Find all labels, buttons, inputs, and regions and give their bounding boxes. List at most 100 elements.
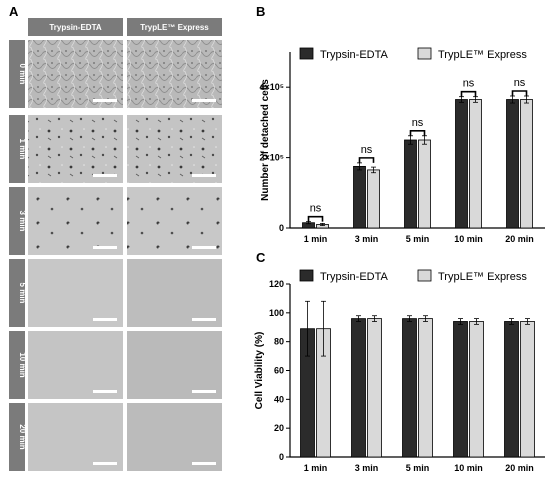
scale-bar bbox=[192, 390, 216, 393]
x-tick-label: 5 min bbox=[406, 463, 430, 473]
row-label-bg bbox=[9, 259, 25, 327]
scale-bar bbox=[192, 462, 216, 465]
legend-swatch bbox=[417, 269, 432, 282]
bar-trypsin bbox=[455, 99, 468, 229]
row-label: 1 min bbox=[18, 139, 27, 160]
x-tick-label: 3 min bbox=[355, 234, 379, 244]
y-tick-label: 20 bbox=[274, 423, 284, 433]
scale-bar bbox=[93, 462, 117, 465]
micrograph-image bbox=[127, 403, 222, 471]
column-header: TrypLE™ Express bbox=[140, 23, 209, 32]
row-label-bg bbox=[9, 331, 25, 399]
legend-swatch bbox=[299, 269, 314, 282]
bar-tryple bbox=[367, 318, 382, 458]
scale-bar bbox=[93, 318, 117, 321]
bar-trypsin bbox=[353, 165, 366, 229]
micrograph-image bbox=[127, 331, 222, 399]
chart-cell-viability: 0 20 40 60 80 100 120 Cell Viability (%) 1 min 3 … bbox=[254, 269, 545, 473]
x-tick-label: 10 min bbox=[454, 463, 483, 473]
y-tick-label: 0 bbox=[279, 223, 284, 233]
scale-bar bbox=[93, 174, 117, 177]
significance-bracket bbox=[358, 157, 375, 163]
bar-tryple bbox=[520, 321, 535, 458]
row-label: 3 min bbox=[18, 211, 27, 232]
micrograph-shade bbox=[28, 259, 123, 327]
micrograph-image bbox=[28, 403, 123, 471]
micrograph-image bbox=[127, 187, 222, 255]
y-tick-label: 120 bbox=[269, 279, 284, 289]
scale-bar bbox=[192, 174, 216, 177]
significance-label: ns bbox=[412, 117, 424, 129]
x-tick-label: 20 min bbox=[505, 234, 534, 244]
legend-label: Trypsin-EDTA bbox=[320, 271, 389, 283]
row-label: 5 min bbox=[18, 283, 27, 304]
micrograph-image bbox=[28, 115, 123, 183]
bar-tryple bbox=[367, 169, 380, 229]
legend-label: TrypLE™ Express bbox=[438, 49, 527, 61]
x-tick-label: 10 min bbox=[454, 234, 483, 244]
y-tick-label: 100 bbox=[269, 308, 284, 318]
micrograph-shade bbox=[28, 331, 123, 399]
legend-swatch bbox=[299, 47, 314, 60]
significance-bracket bbox=[511, 90, 528, 96]
bar-tryple bbox=[418, 139, 431, 229]
micrograph-grid: Trypsin-EDTA TrypLE™ Express 0 min 1 min 3 m… bbox=[9, 18, 222, 471]
scale-bar bbox=[93, 99, 117, 102]
scale-bar bbox=[192, 99, 216, 102]
significance-bracket bbox=[307, 215, 324, 222]
y-tick-label: 0 bbox=[279, 452, 284, 462]
y-tick-label: 80 bbox=[274, 337, 284, 347]
micrograph-shade bbox=[28, 403, 123, 471]
scale-bar bbox=[192, 246, 216, 249]
bar-trypsin bbox=[404, 139, 417, 229]
bar-tryple bbox=[469, 321, 484, 458]
x-tick-label: 5 min bbox=[406, 234, 430, 244]
micrograph-image bbox=[127, 40, 222, 108]
significance-label: ns bbox=[463, 78, 475, 90]
bar-tryple bbox=[418, 318, 433, 458]
x-tick-label: 3 min bbox=[355, 463, 379, 473]
bar-trypsin bbox=[506, 99, 519, 229]
micrograph-shade bbox=[127, 331, 222, 399]
y-tick-label: 2×10⁵ bbox=[260, 153, 285, 163]
micrograph-image bbox=[28, 187, 123, 255]
micrograph-image bbox=[28, 259, 123, 327]
legend-label: Trypsin-EDTA bbox=[320, 49, 389, 61]
bar-trypsin bbox=[504, 321, 519, 458]
column-header-bg bbox=[28, 18, 123, 36]
row-label-bg bbox=[9, 40, 25, 108]
legend-swatch bbox=[417, 47, 432, 60]
y-tick-label: 40 bbox=[274, 394, 284, 404]
y-axis-label: Number of detached cells bbox=[260, 79, 271, 201]
row-label-bg bbox=[9, 187, 25, 255]
x-tick-label: 1 min bbox=[304, 463, 328, 473]
significance-label: ns bbox=[361, 144, 373, 156]
bar-tryple bbox=[469, 99, 482, 229]
row-label-bg bbox=[9, 115, 25, 183]
y-axis-label: Cell Viability (%) bbox=[254, 332, 265, 410]
row-label: 0 min bbox=[18, 64, 27, 85]
x-tick-label: 20 min bbox=[505, 463, 534, 473]
panel-letter-c: C bbox=[256, 250, 266, 265]
bar-trypsin bbox=[351, 318, 366, 458]
row-label: 20 min bbox=[18, 424, 27, 449]
panel-letter-b: B bbox=[256, 4, 265, 19]
scale-bar bbox=[192, 318, 216, 321]
bar-tryple bbox=[520, 99, 533, 229]
micrograph-image bbox=[28, 40, 123, 108]
significance-label: ns bbox=[514, 77, 526, 89]
scale-bar bbox=[93, 390, 117, 393]
micrograph-image bbox=[28, 331, 123, 399]
micrograph-image bbox=[127, 259, 222, 327]
bar-trypsin bbox=[453, 321, 468, 458]
legend-label: TrypLE™ Express bbox=[438, 271, 527, 283]
panel-letter-a: A bbox=[9, 4, 19, 19]
bar-trypsin bbox=[402, 318, 417, 458]
significance-bracket bbox=[460, 90, 477, 97]
micrograph-shade bbox=[127, 403, 222, 471]
column-header: Trypsin-EDTA bbox=[49, 23, 102, 32]
column-header-bg bbox=[127, 18, 222, 36]
significance-label: ns bbox=[310, 203, 322, 215]
